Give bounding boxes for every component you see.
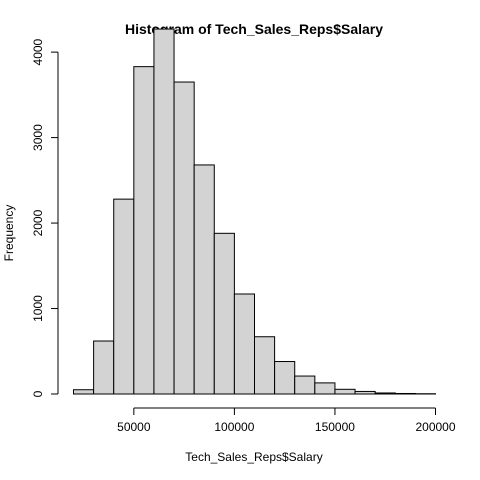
- histogram-bar: [233, 293, 255, 395]
- histogram-bar: [133, 66, 155, 395]
- histogram-bar: [274, 361, 296, 395]
- histogram-bar: [73, 389, 95, 395]
- histogram-bar: [334, 388, 356, 395]
- histogram-bar: [173, 81, 195, 395]
- histogram-bar: [153, 28, 175, 395]
- x-tick-label: 200000: [415, 420, 455, 434]
- y-axis: 0 1000 2000 3000 4000: [31, 38, 59, 397]
- bars-group: [73, 28, 437, 395]
- histogram-bar: [294, 375, 316, 395]
- histogram-bar: [314, 382, 336, 395]
- histogram-bar: [354, 390, 376, 395]
- histogram-bar: [193, 164, 215, 395]
- histogram-bar: [374, 392, 396, 395]
- y-tick-label: 3000: [31, 124, 45, 151]
- y-tick-label: 4000: [31, 38, 45, 65]
- x-axis-label: Tech_Sales_Reps$Salary: [185, 450, 322, 464]
- y-tick-label: 1000: [31, 295, 45, 322]
- histogram-bar: [93, 340, 115, 395]
- y-ticks: 0 1000 2000 3000 4000: [31, 38, 58, 397]
- histogram-bar: [394, 392, 416, 395]
- chart-title: Histogram of Tech_Sales_Reps$Salary: [125, 21, 383, 37]
- y-tick-label: 0: [31, 390, 45, 397]
- x-axis: 50000 100000 150000 200000: [117, 407, 456, 434]
- histogram-bar: [254, 336, 276, 395]
- histogram-bar: [113, 198, 135, 395]
- x-ticks: 50000 100000 150000 200000: [117, 408, 456, 434]
- histogram-bar: [213, 232, 235, 395]
- x-tick-label: 100000: [214, 420, 254, 434]
- y-tick-label: 2000: [31, 209, 45, 236]
- y-axis-label: Frequency: [2, 205, 16, 262]
- x-tick-label: 150000: [315, 420, 355, 434]
- x-tick-label: 50000: [117, 420, 151, 434]
